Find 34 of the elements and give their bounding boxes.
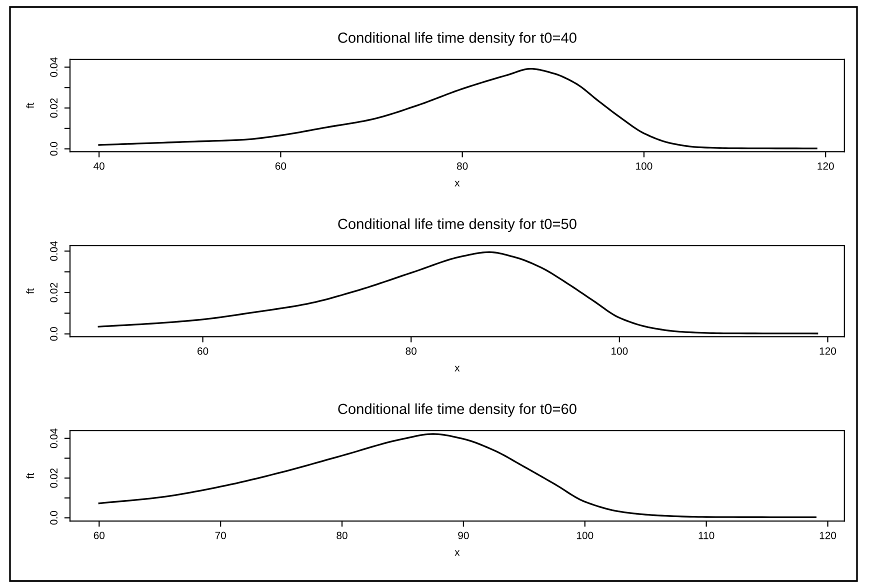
x-tick-label: 90 (458, 532, 469, 540)
x-tick-label: 80 (336, 532, 348, 540)
x-tick-label: 100 (576, 532, 594, 540)
y-tick-label: 0.02 (50, 98, 58, 118)
x-tick-label: 60 (94, 532, 105, 540)
chart-title: Conditional life time density for t0=60 (338, 403, 576, 417)
y-axis-title: ft (26, 102, 34, 108)
chart-title: Conditional life time density for t0=50 (338, 218, 576, 232)
y-tick-label: 0.04 (50, 241, 58, 261)
y-axis-title: ft (26, 473, 34, 479)
x-tick-label: 100 (612, 347, 628, 355)
y-tick-label: 0.04 (50, 57, 58, 77)
x-tick-label: 60 (198, 347, 208, 355)
x-tick-label: 70 (215, 532, 226, 540)
y-tick-label: 0.0 (50, 142, 58, 156)
x-axis-title: x (454, 550, 460, 556)
y-tick-label: 0.02 (50, 468, 58, 488)
chart-title: Conditional life time density for t0=40 (338, 32, 576, 46)
x-tick-label: 80 (456, 162, 468, 170)
x-tick-label: 110 (698, 532, 714, 540)
y-tick-label: 0.04 (50, 428, 58, 448)
y-axis-title: ft (26, 288, 34, 294)
x-tick-label: 100 (636, 162, 652, 170)
x-tick-label: 120 (818, 162, 834, 170)
x-tick-label: 60 (275, 162, 286, 170)
x-tick-label: 40 (94, 162, 104, 170)
x-tick-label: 120 (820, 347, 836, 355)
y-tick-label: 0.0 (50, 327, 58, 341)
x-axis-title: x (454, 366, 460, 372)
y-tick-label: 0.02 (50, 282, 58, 302)
x-tick-label: 120 (820, 532, 836, 540)
y-tick-label: 0.0 (50, 510, 58, 525)
x-tick-label: 80 (406, 347, 416, 355)
x-axis-title: x (454, 180, 460, 186)
